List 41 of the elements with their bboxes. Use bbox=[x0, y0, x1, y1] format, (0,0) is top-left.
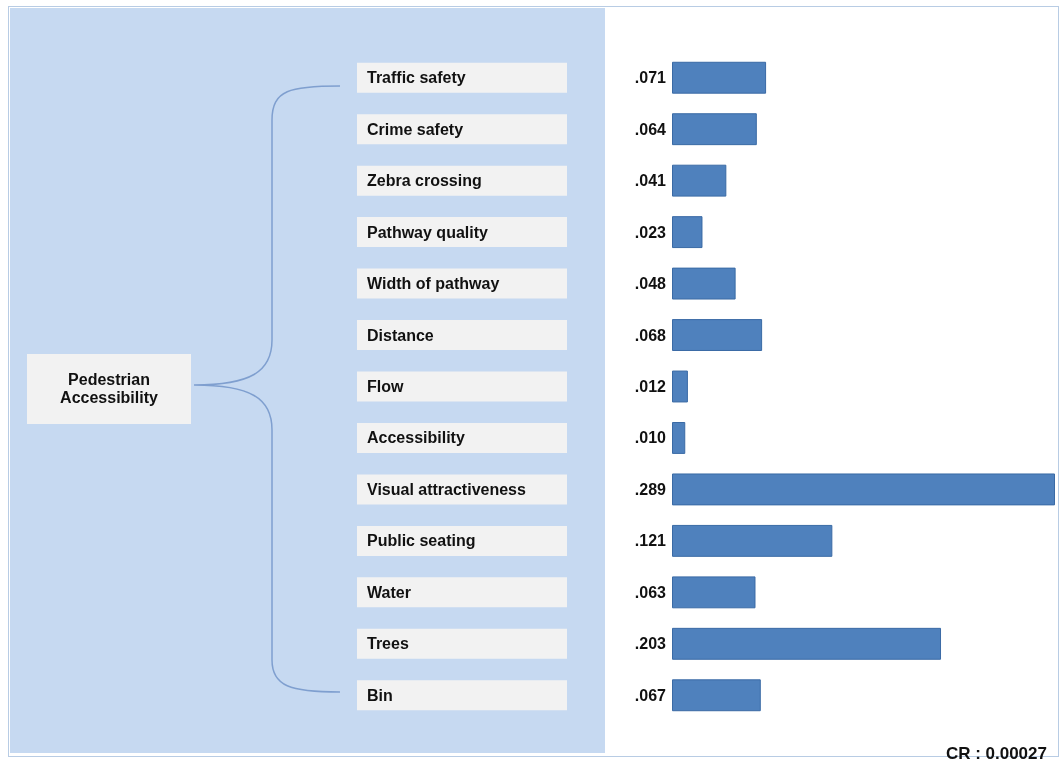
bar bbox=[672, 267, 736, 300]
bar bbox=[672, 61, 767, 94]
bar bbox=[672, 164, 727, 197]
data-label: .203 bbox=[634, 635, 667, 653]
data-label: .289 bbox=[634, 480, 667, 498]
text: CR : 0.00027 bbox=[945, 744, 1047, 764]
y-tick-label: Zebra crossing bbox=[367, 172, 482, 190]
y-tick-label: Flow bbox=[367, 378, 404, 395]
data-label: .010 bbox=[634, 429, 667, 447]
data-label: .048 bbox=[634, 275, 667, 293]
y-tick-label: Public seating bbox=[367, 532, 476, 550]
y-tick-label: Pathway quality bbox=[367, 223, 489, 241]
bar bbox=[672, 216, 703, 249]
data-label: .068 bbox=[634, 326, 667, 344]
bar bbox=[672, 627, 942, 660]
y-tick-label: Accessibility bbox=[367, 429, 465, 447]
data-label: .012 bbox=[634, 378, 667, 395]
data-label: .023 bbox=[634, 223, 667, 241]
y-tick-label: Bin bbox=[367, 686, 393, 704]
data-label: .121 bbox=[634, 532, 667, 550]
y-tick-label: Traffic safety bbox=[367, 69, 466, 87]
data-label: .064 bbox=[634, 120, 667, 138]
bar bbox=[672, 524, 833, 557]
data-label: .041 bbox=[634, 172, 667, 190]
bar bbox=[672, 576, 756, 609]
text: Pedestrian Accessibility bbox=[27, 354, 191, 424]
bar bbox=[672, 370, 688, 403]
bar bbox=[672, 679, 761, 712]
y-tick-label: Trees bbox=[367, 635, 409, 653]
y-tick-label: Water bbox=[367, 583, 411, 601]
bar bbox=[672, 473, 1055, 506]
y-tick-label: Distance bbox=[367, 326, 434, 344]
y-tick-label: Width of pathway bbox=[367, 275, 500, 293]
data-label: .067 bbox=[634, 686, 667, 704]
bar bbox=[672, 113, 757, 146]
data-label: .071 bbox=[634, 69, 667, 87]
y-tick-label: Visual attractiveness bbox=[367, 480, 527, 498]
bar bbox=[672, 319, 763, 351]
y-tick-label: Crime safety bbox=[367, 120, 464, 138]
data-label: .063 bbox=[634, 583, 667, 601]
bar bbox=[672, 422, 686, 454]
